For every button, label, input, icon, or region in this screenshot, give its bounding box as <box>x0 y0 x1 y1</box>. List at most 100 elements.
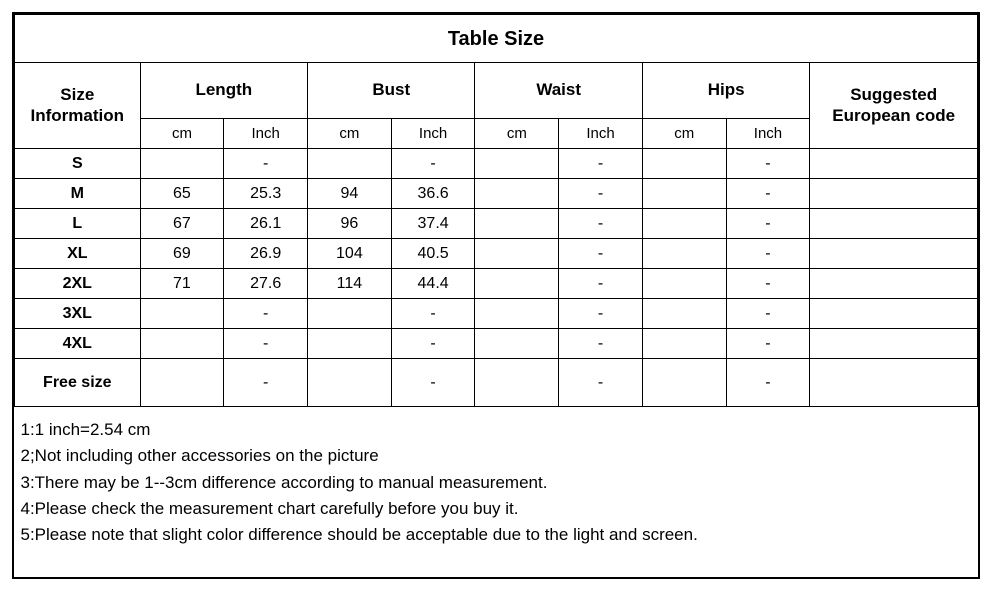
note-line: 5:Please note that slight color differen… <box>21 522 972 548</box>
cell-hips-inch: - <box>726 269 810 299</box>
size-table-container: Table Size Size Information Length Bust … <box>12 12 980 579</box>
cell-hips-cm <box>642 209 726 239</box>
cell-size-label: L <box>15 209 141 239</box>
cell-bust-inch: - <box>391 149 475 179</box>
cell-bust-inch: 37.4 <box>391 209 475 239</box>
cell-bust-cm: 96 <box>308 209 392 239</box>
cell-hips-inch: - <box>726 359 810 407</box>
cell-eu <box>810 179 978 209</box>
header-size-info: Size Information <box>15 63 141 149</box>
cell-waist-cm <box>475 209 559 239</box>
cell-length-inch: 25.3 <box>224 179 308 209</box>
cell-waist-cm <box>475 179 559 209</box>
cell-bust-cm <box>308 299 392 329</box>
cell-length-inch: 26.1 <box>224 209 308 239</box>
table-row: S---- <box>15 149 978 179</box>
cell-length-inch: - <box>224 149 308 179</box>
header-eu: Suggested European code <box>810 63 978 149</box>
header-waist: Waist <box>475 63 642 119</box>
cell-size-label: Free size <box>15 359 141 407</box>
cell-size-label: M <box>15 179 141 209</box>
cell-hips-inch: - <box>726 179 810 209</box>
unit-cm: cm <box>642 119 726 149</box>
cell-size-label: S <box>15 149 141 179</box>
cell-hips-inch: - <box>726 209 810 239</box>
unit-inch: Inch <box>224 119 308 149</box>
cell-bust-cm: 94 <box>308 179 392 209</box>
unit-inch: Inch <box>391 119 475 149</box>
header-bust: Bust <box>308 63 475 119</box>
cell-length-cm: 69 <box>140 239 224 269</box>
table-title: Table Size <box>15 15 978 63</box>
cell-length-inch: - <box>224 299 308 329</box>
cell-bust-inch: 40.5 <box>391 239 475 269</box>
unit-cm: cm <box>140 119 224 149</box>
cell-bust-cm: 114 <box>308 269 392 299</box>
cell-length-cm: 65 <box>140 179 224 209</box>
cell-hips-cm <box>642 269 726 299</box>
cell-length-inch: - <box>224 329 308 359</box>
cell-bust-cm <box>308 329 392 359</box>
cell-length-cm: 71 <box>140 269 224 299</box>
cell-hips-inch: - <box>726 239 810 269</box>
cell-eu <box>810 149 978 179</box>
cell-length-inch: 26.9 <box>224 239 308 269</box>
cell-waist-cm <box>475 239 559 269</box>
cell-size-label: 4XL <box>15 329 141 359</box>
cell-waist-inch: - <box>559 149 643 179</box>
cell-bust-inch: - <box>391 359 475 407</box>
cell-bust-cm <box>308 149 392 179</box>
cell-hips-cm <box>642 239 726 269</box>
cell-size-label: XL <box>15 239 141 269</box>
cell-hips-inch: - <box>726 299 810 329</box>
cell-length-cm <box>140 359 224 407</box>
note-line: 3:There may be 1--3cm difference accordi… <box>21 470 972 496</box>
table-row: 4XL - - - - <box>15 329 978 359</box>
unit-inch: Inch <box>726 119 810 149</box>
cell-waist-inch: - <box>559 329 643 359</box>
cell-eu <box>810 239 978 269</box>
table-row: 2XL7127.611444.4-- <box>15 269 978 299</box>
table-row: M6525.39436.6 - - <box>15 179 978 209</box>
table-row: 3XL - - - - <box>15 299 978 329</box>
cell-hips-inch: - <box>726 329 810 359</box>
cell-waist-inch: - <box>559 239 643 269</box>
cell-length-cm <box>140 329 224 359</box>
cell-waist-inch: - <box>559 299 643 329</box>
cell-waist-inch: - <box>559 269 643 299</box>
note-line: 1:1 inch=2.54 cm <box>21 417 972 443</box>
cell-eu <box>810 269 978 299</box>
cell-hips-cm <box>642 179 726 209</box>
cell-length-cm <box>140 299 224 329</box>
cell-length-inch: - <box>224 359 308 407</box>
cell-bust-inch: 36.6 <box>391 179 475 209</box>
cell-length-cm: 67 <box>140 209 224 239</box>
unit-cm: cm <box>475 119 559 149</box>
cell-waist-cm <box>475 329 559 359</box>
unit-inch: Inch <box>559 119 643 149</box>
cell-length-cm <box>140 149 224 179</box>
cell-eu <box>810 209 978 239</box>
cell-waist-cm <box>475 269 559 299</box>
cell-size-label: 3XL <box>15 299 141 329</box>
cell-bust-cm: 104 <box>308 239 392 269</box>
table-row: Free size - - - - <box>15 359 978 407</box>
cell-hips-cm <box>642 149 726 179</box>
cell-eu <box>810 299 978 329</box>
table-row: L6726.19637.4 - - <box>15 209 978 239</box>
note-line: 2;Not including other accessories on the… <box>21 443 972 469</box>
cell-size-label: 2XL <box>15 269 141 299</box>
cell-waist-inch: - <box>559 179 643 209</box>
cell-bust-inch: - <box>391 329 475 359</box>
cell-hips-cm <box>642 299 726 329</box>
cell-eu <box>810 329 978 359</box>
notes-block: 1:1 inch=2.54 cm 2;Not including other a… <box>15 407 978 577</box>
table-row: XL6926.910440.5 - - <box>15 239 978 269</box>
cell-waist-inch: - <box>559 359 643 407</box>
cell-hips-inch: - <box>726 149 810 179</box>
cell-bust-inch: - <box>391 299 475 329</box>
note-line: 4:Please check the measurement chart car… <box>21 496 972 522</box>
size-table: Table Size Size Information Length Bust … <box>14 14 978 577</box>
cell-eu <box>810 359 978 407</box>
cell-waist-inch: - <box>559 209 643 239</box>
